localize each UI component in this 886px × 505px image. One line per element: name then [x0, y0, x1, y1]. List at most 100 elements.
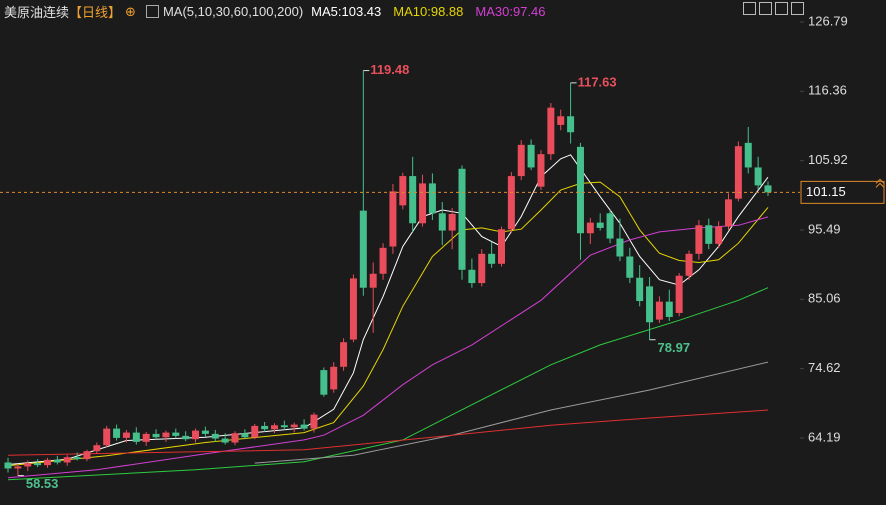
- candle-body: [310, 414, 318, 429]
- candle-body: [685, 253, 693, 276]
- candle-body: [290, 424, 298, 428]
- candle-body: [428, 183, 436, 214]
- candle-body: [478, 253, 486, 284]
- candle-body: [655, 301, 663, 320]
- tool-button[interactable]: [743, 2, 756, 15]
- candle-body: [744, 142, 752, 168]
- candle-body: [527, 144, 535, 168]
- candle-body: [517, 144, 525, 177]
- candle-body: [586, 222, 594, 234]
- candle-body: [359, 210, 367, 288]
- candle-body: [754, 167, 762, 186]
- legend-entry: MA10:98.88: [393, 4, 464, 19]
- tool-button[interactable]: [759, 2, 772, 15]
- legend-entry: MA5:103.43: [311, 4, 382, 19]
- candle-body: [142, 433, 150, 442]
- candle-body: [122, 432, 130, 438]
- candle-body: [53, 459, 61, 463]
- candle-body: [231, 433, 239, 443]
- candle-body: [675, 275, 683, 313]
- candle-body: [488, 253, 496, 264]
- candle-body: [389, 191, 397, 247]
- candle-body: [182, 435, 190, 440]
- candle-body: [547, 107, 555, 155]
- candle-body: [369, 273, 377, 288]
- candle-body: [63, 457, 71, 463]
- legend-entry: MA30:97.46: [475, 4, 546, 19]
- y-tick-label: 74.62: [808, 360, 841, 375]
- candle-body: [537, 154, 545, 187]
- candle-body: [24, 463, 32, 467]
- legend: MA5:103.43 MA10:98.88 MA30:97.46: [311, 4, 545, 19]
- candle-body: [458, 168, 466, 270]
- toolbar: [743, 2, 804, 15]
- candle-body: [764, 185, 772, 193]
- settings-icon[interactable]: ⊕: [125, 3, 136, 19]
- candle-body: [557, 116, 565, 125]
- candle-body: [320, 370, 328, 395]
- y-tick-label: 126.79: [808, 13, 848, 28]
- candle-body: [221, 438, 229, 443]
- candle-body: [419, 183, 427, 224]
- candle-body: [330, 366, 338, 390]
- indicator: MA(5,10,30,60,100,200): [162, 4, 304, 19]
- title: 美原油连续: [4, 5, 70, 20]
- candle-body: [646, 286, 654, 323]
- candle-body: [399, 176, 407, 206]
- candle-body: [73, 457, 81, 460]
- candle-body: [14, 466, 22, 469]
- period: 【日线】: [69, 5, 122, 20]
- candle-body: [409, 176, 417, 224]
- candle-body: [379, 247, 387, 274]
- annotation: 78.97: [658, 340, 691, 355]
- ma-line: [7, 287, 769, 481]
- candle-body: [715, 226, 723, 244]
- candle-body: [725, 199, 733, 227]
- candle-body: [103, 428, 111, 446]
- last-price-box: [800, 180, 885, 204]
- annotation: 117.63: [578, 74, 617, 89]
- candle-body: [34, 463, 42, 466]
- candle-body: [705, 225, 713, 244]
- candle-body: [616, 238, 624, 257]
- annotation: 119.48: [370, 62, 409, 77]
- candle-body: [606, 213, 614, 239]
- candle-body: [349, 278, 357, 340]
- candle-body: [468, 269, 476, 284]
- last-price-arrow: [875, 178, 885, 188]
- candle-body: [665, 301, 673, 317]
- candle-body: [576, 146, 584, 234]
- tool-button[interactable]: [791, 2, 804, 15]
- candle-body: [152, 433, 160, 438]
- candle-body: [270, 425, 278, 430]
- ma-line: [7, 216, 769, 479]
- annotation: 58.53: [26, 476, 59, 491]
- candle-body: [132, 432, 140, 442]
- candle-body: [172, 432, 180, 436]
- indicator-icon[interactable]: [145, 5, 159, 18]
- candle-body: [498, 229, 505, 264]
- y-tick-label: 95.49: [808, 221, 841, 236]
- candle-body: [4, 462, 12, 469]
- candle-body: [507, 176, 515, 230]
- y-tick-label: 105.92: [808, 152, 848, 167]
- candle-body: [261, 425, 269, 430]
- candle-body: [211, 433, 219, 439]
- candle-body: [280, 425, 288, 428]
- candle-body: [251, 425, 259, 438]
- candle-body: [438, 213, 446, 231]
- last-price-label: 101.15: [806, 184, 846, 199]
- ma-line: [7, 181, 769, 467]
- y-tick-label: 116.36: [808, 83, 847, 98]
- candle-body: [636, 277, 644, 302]
- candle-body: [43, 459, 51, 466]
- candle-body: [596, 222, 604, 228]
- tool-button[interactable]: [775, 2, 788, 15]
- candle-body: [241, 433, 249, 438]
- candle-body: [93, 445, 101, 452]
- candle-body: [201, 430, 209, 434]
- candle-body: [340, 342, 348, 367]
- candle-body: [162, 432, 170, 438]
